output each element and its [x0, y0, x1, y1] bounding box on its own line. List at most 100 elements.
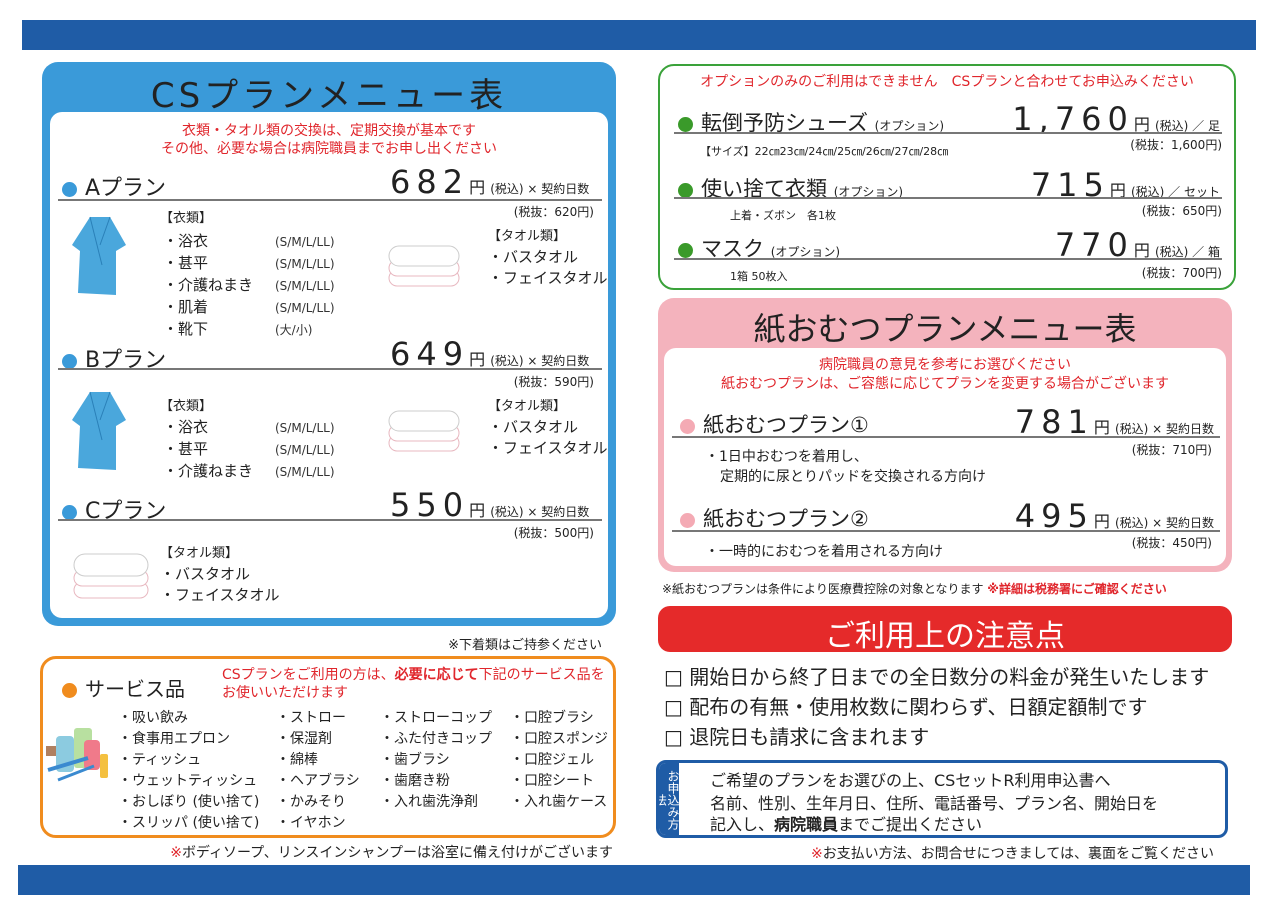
list-item: ・靴下 (大/小) [163, 319, 335, 341]
item-name: ・甚平 [163, 440, 209, 458]
apply-text: 名前、性別、生年月日、住所、電話番号、プラン名、開始日を [710, 794, 1159, 813]
page-title: CSプランメニュー表 [150, 76, 508, 116]
cs-note: その他、必要な場合は病院職員までお申し出ください [161, 141, 497, 157]
payment-note: ※お支払い方法、お問合せにつきましては、裏面をご覧ください [811, 843, 1214, 863]
list-item: ・甚平 (S/M/L/LL) [163, 253, 335, 275]
divider [58, 199, 602, 201]
list-item: ・口腔シート [510, 773, 594, 789]
tax-note: (税込) × 契約日数 [490, 354, 590, 368]
note-text: お支払い方法、お問合せにつきましては、裏面をご覧ください [822, 846, 1214, 862]
excl-price: (税抜：710円) [1131, 443, 1212, 457]
diaper-price: 495円 (税込) × 契約日数 [1015, 497, 1214, 535]
list-item: ・保湿剤 [276, 731, 332, 747]
service-col-4: ・口腔ブラシ ・口腔スポンジ ・口腔ジェル ・口腔シート ・入れ歯ケース [510, 708, 608, 813]
apply-label: お申込み方法 [656, 769, 680, 830]
item-name: ・介護ねまき [163, 462, 254, 480]
plan-c-price: 550円 (税込) × 契約日数 [390, 486, 589, 524]
yen: 円 [1133, 241, 1150, 260]
clothes-list: 【衣類】 [160, 396, 212, 417]
bullet-icon [678, 182, 693, 198]
bullet-icon [62, 181, 77, 197]
note-emphasis: ※詳細は税務署にご確認ください [987, 582, 1167, 596]
list-item: ・浴衣 (S/M/L/LL) [163, 417, 335, 439]
list-label: 【タオル類】 [488, 229, 567, 244]
list-item: ・口腔ブラシ [510, 710, 594, 726]
bullet-icon [62, 504, 77, 520]
price: 649 [390, 335, 470, 373]
option-tag: (オプション) [874, 119, 945, 133]
excl-price: (税抜：620円) [513, 205, 594, 219]
service-col-1: ・吸い飲み ・食事用エプロン ・ティッシュ ・ウェットティッシュ ・おしぼり (使い捨て… [118, 708, 259, 834]
text: までご提出ください [838, 815, 983, 834]
excl-price: (税抜：500円) [513, 526, 594, 540]
service-box [40, 656, 616, 838]
option-price: 770円 (税込) ／ 箱 [1055, 226, 1220, 264]
item-name: ・介護ねまき [163, 276, 254, 294]
towel-image [388, 245, 460, 287]
tax-note: (税込) ／ 箱 [1155, 245, 1220, 259]
towel-list: 【タオル類】 ・バスタオル ・フェイスタオル [488, 396, 608, 459]
plan-b-price: 649円 (税込) × 契約日数 [390, 335, 589, 373]
gown-image [72, 216, 126, 295]
list-item: ・フェイスタオル [488, 439, 608, 457]
body-soap-note: ※ボディソープ、リンスインシャンプーは浴室に備え付けがございます [170, 842, 613, 862]
divider [672, 530, 1220, 532]
tax-note: (税込) × 契約日数 [490, 182, 590, 196]
list-item: ・吸い飲み [118, 710, 188, 726]
list-item: ・肌着 (S/M/L/LL) [163, 297, 335, 319]
option-sub: 1箱 50枚入 [730, 270, 788, 283]
cs-plan-inner [50, 112, 608, 618]
list-item: ・ストローコップ [380, 710, 492, 726]
bullet-icon [680, 512, 695, 528]
divider [674, 258, 1222, 260]
asterisk-mark: ※ [810, 846, 823, 862]
price: 682 [390, 163, 470, 201]
cs-note: 衣類・タオル類の交換は、定期交換が基本です [182, 123, 476, 139]
price: 781 [1014, 403, 1094, 441]
option-name: 転倒予防シューズ [701, 111, 868, 135]
diaper-footnote: ※紙おむつプランは条件により医療費控除の対象となります ※詳細は税務署にご確認く… [662, 580, 1167, 597]
service-col-2: ・ストロー ・保湿剤 ・綿棒 ・ヘアブラシ ・かみそり ・イヤホン [276, 708, 360, 834]
price: 495 [1014, 497, 1094, 535]
list-item: ・介護ねまき (S/M/L/LL) [163, 275, 335, 297]
yen: 円 [1093, 512, 1110, 531]
item-name: ・浴衣 [163, 232, 209, 250]
tax-note: (税込) ／ セット [1131, 185, 1220, 199]
list-item: ・食事用エプロン [118, 731, 230, 747]
bottom-bar [18, 865, 1250, 895]
item-size: (S/M/L/LL) [275, 421, 335, 435]
toiletries-image [46, 728, 108, 782]
options-box [658, 64, 1236, 290]
excl-price: (税抜：450円) [1131, 536, 1212, 550]
tax-note: (税込) ／ 足 [1155, 119, 1220, 133]
item-size: (S/M/L/LL) [275, 465, 335, 479]
tax-note: (税込) × 契約日数 [1114, 516, 1214, 530]
text: 記入し、 [710, 815, 775, 834]
list-item: ・フェイスタオル [160, 586, 280, 604]
list-item: ・ストロー [276, 710, 346, 726]
diaper-inner [664, 348, 1226, 566]
service-note: お使いいただけます [222, 685, 348, 701]
list-item: ・綿棒 [276, 752, 318, 768]
service-title: サービス品 [62, 673, 185, 702]
options-header: オプションのみのご利用はできません CSプランと合わせてお申込みください [700, 74, 1194, 90]
list-item: ・歯磨き粉 [380, 773, 450, 789]
top-bar [22, 20, 1256, 50]
diaper-price: 781円 (税込) × 契約日数 [1015, 403, 1214, 441]
diaper-title: 紙おむつプランメニュー表 [753, 310, 1137, 348]
yen: 円 [1093, 418, 1110, 437]
item-name: ・甚平 [163, 254, 209, 272]
price: 550 [390, 486, 470, 524]
item-size: (S/M/L/LL) [275, 257, 335, 271]
item-name: ・靴下 [163, 320, 209, 338]
towel-list: 【タオル類】 ・バスタオル ・フェイスタオル [160, 543, 280, 606]
yen: 円 [1133, 115, 1150, 134]
apply-text: ご希望のプランをお選びの上、CSセットR利用申込書へ [710, 771, 1111, 790]
towel-image [388, 410, 460, 452]
caution-item: □ 退院日も請求に含まれます [664, 725, 930, 749]
note-emphasis: 必要に応じて [394, 667, 479, 683]
plan-desc: 定期的に尿とりパッドを交換される方向け [720, 469, 986, 485]
yen: 円 [469, 178, 486, 197]
asterisk-mark: ※ [170, 845, 182, 861]
diaper-note: 紙おむつプランは、ご容態に応じてプランを変更する場合がございます [721, 376, 1169, 392]
